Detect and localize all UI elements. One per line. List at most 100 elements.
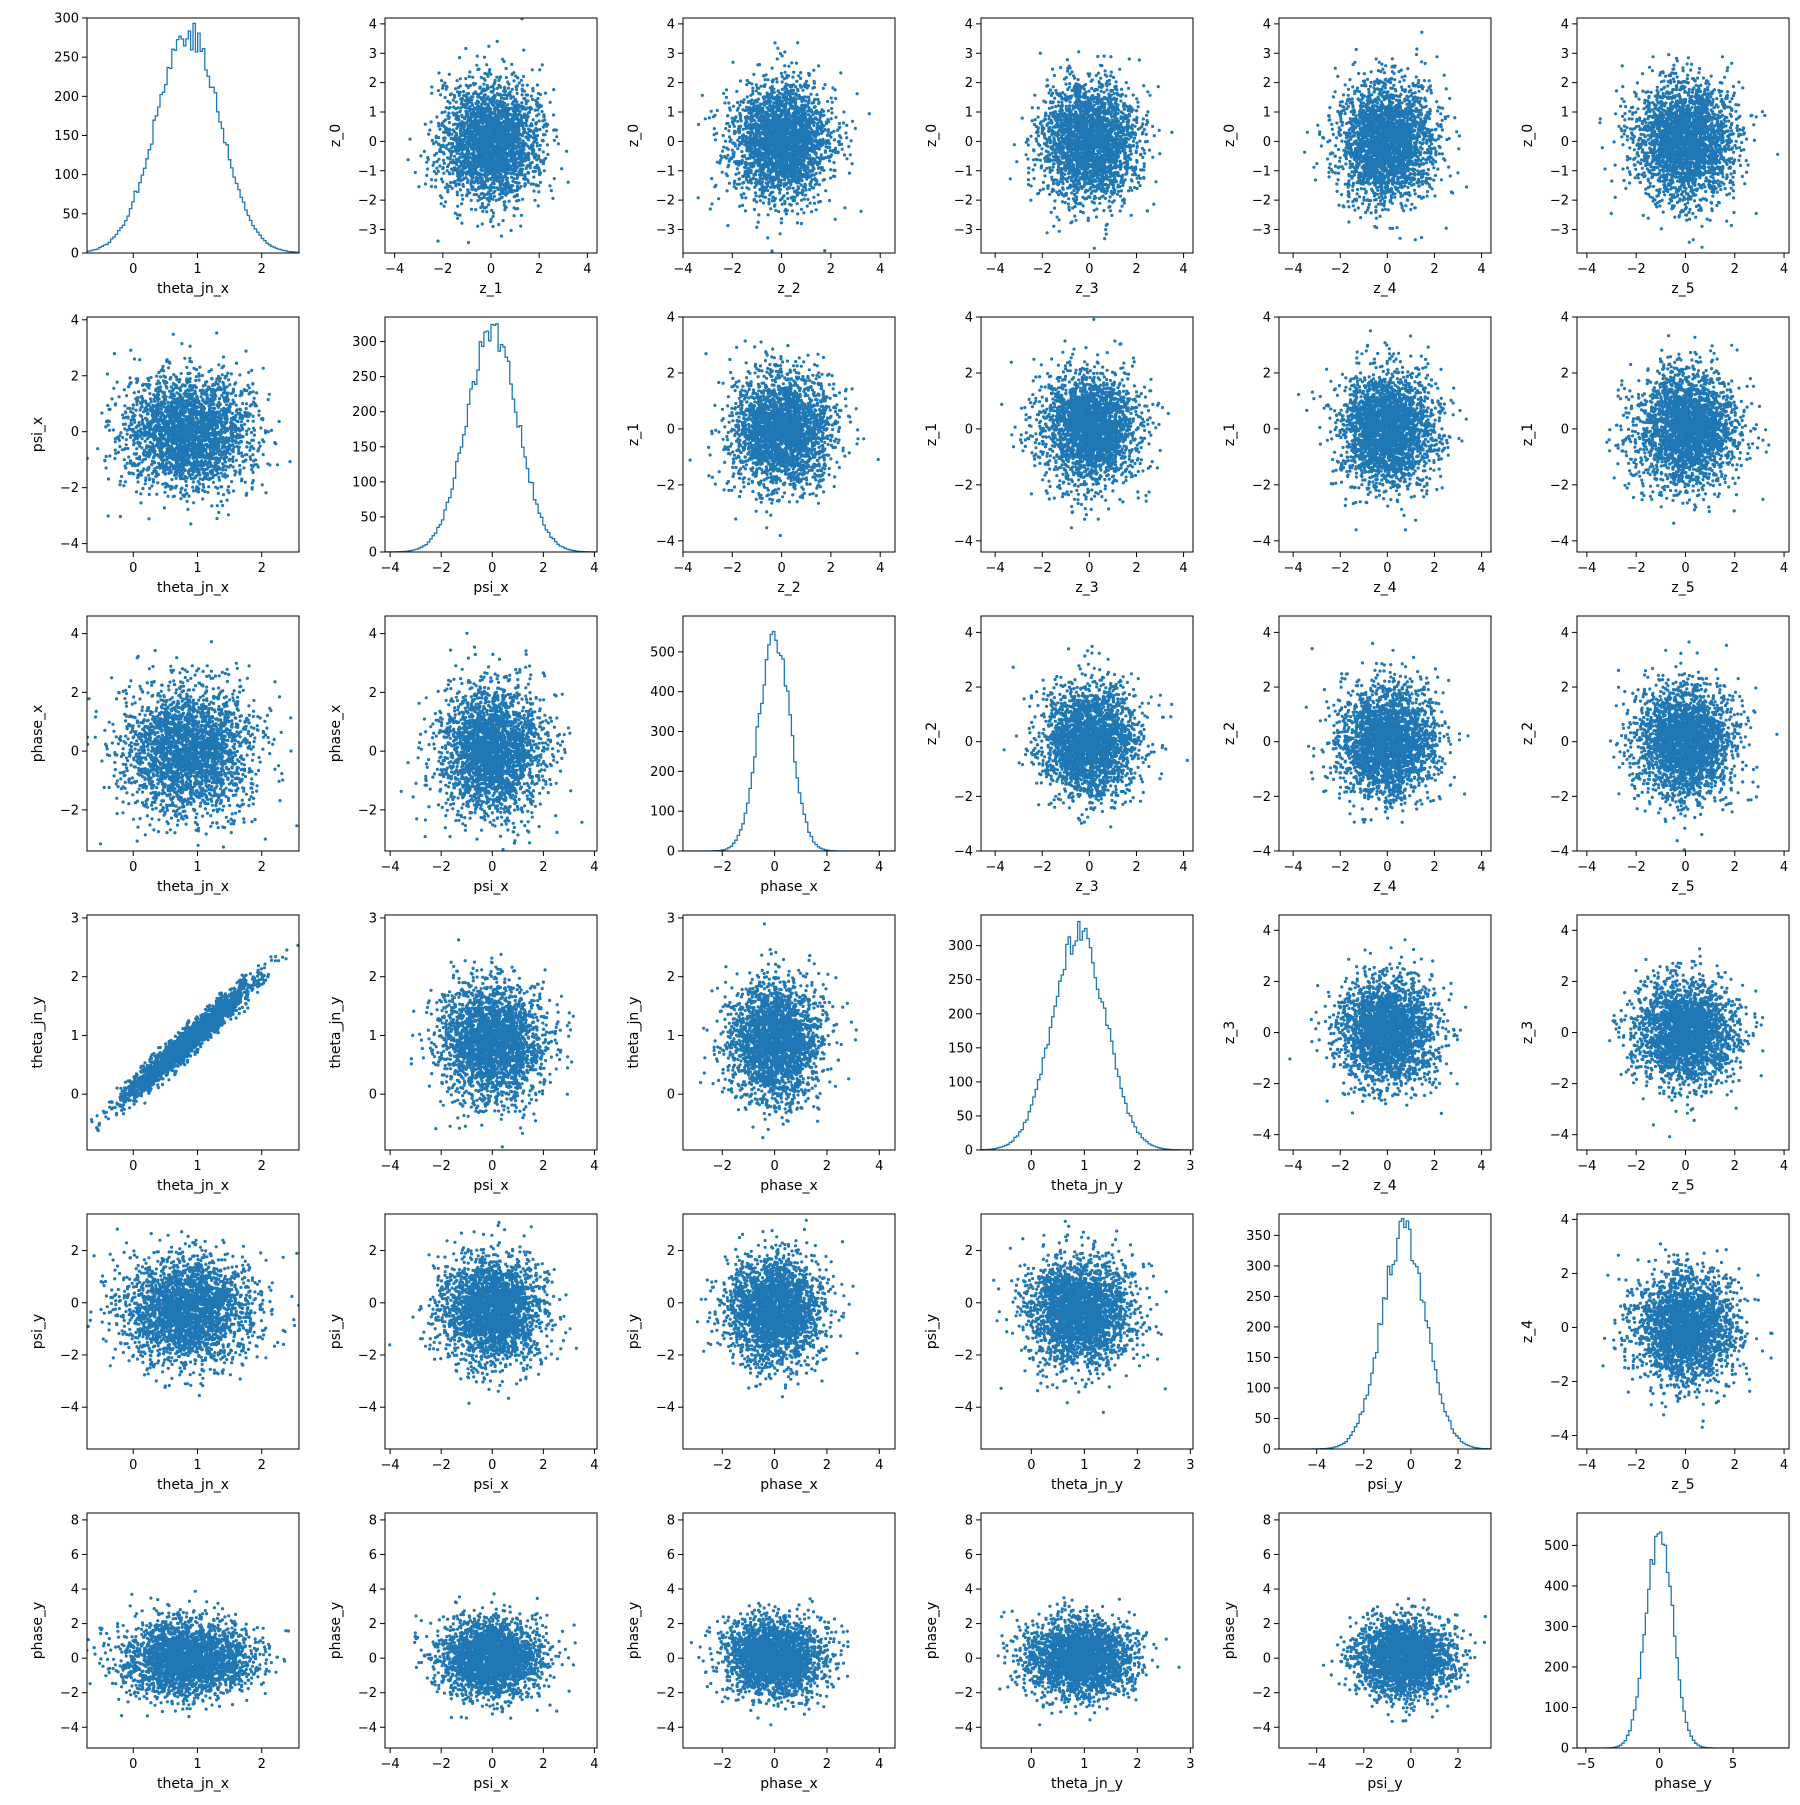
scatter-point xyxy=(440,178,443,181)
scatter-point xyxy=(533,199,536,202)
scatter-point xyxy=(816,98,819,101)
scatter-point xyxy=(801,193,804,196)
scatter-point xyxy=(490,209,493,212)
scatter-point xyxy=(496,168,499,171)
scatter-point xyxy=(832,161,835,164)
scatter-point xyxy=(817,193,820,196)
scatter-point xyxy=(535,184,538,187)
scatter-point xyxy=(524,108,527,111)
scatter-point xyxy=(739,117,742,120)
scatter-point xyxy=(425,174,428,177)
scatter-point xyxy=(783,178,786,181)
scatter-point xyxy=(478,131,481,134)
scatter-point xyxy=(496,99,499,102)
panel-plot-area xyxy=(407,17,570,244)
scatter-point xyxy=(765,106,768,109)
scatter-point xyxy=(738,177,741,180)
scatter-point xyxy=(808,120,811,123)
scatter-point xyxy=(816,122,819,125)
scatter-point xyxy=(741,182,744,185)
scatter-point xyxy=(822,87,825,90)
scatter-point xyxy=(780,179,783,182)
scatter-point xyxy=(800,199,803,202)
x-tick-label: 1 xyxy=(193,262,201,277)
scatter-point xyxy=(468,134,471,137)
scatter-point xyxy=(466,188,469,191)
scatter-point xyxy=(748,148,751,151)
scatter-point xyxy=(452,105,455,108)
scatter-point xyxy=(539,144,542,147)
scatter-point xyxy=(448,73,451,76)
scatter-point xyxy=(838,134,841,137)
scatter-point xyxy=(515,88,518,91)
scatter-point xyxy=(520,117,523,120)
scatter-point xyxy=(498,85,501,88)
scatter-point xyxy=(449,181,452,184)
scatter-point xyxy=(525,124,528,127)
scatter-point xyxy=(851,120,854,123)
scatter-point xyxy=(486,120,489,123)
scatter-point xyxy=(435,167,438,170)
scatter-point xyxy=(459,214,462,217)
scatter-point xyxy=(796,212,799,215)
scatter-point xyxy=(803,198,806,201)
scatter-point xyxy=(860,210,863,213)
scatter-point xyxy=(527,138,530,141)
scatter-point xyxy=(500,129,503,132)
scatter-point xyxy=(476,105,479,108)
scatter-point xyxy=(522,139,525,142)
scatter-point xyxy=(750,102,753,105)
scatter-point xyxy=(726,189,729,192)
scatter-point xyxy=(513,125,516,128)
scatter-point xyxy=(771,196,774,199)
scatter-point xyxy=(560,167,563,170)
scatter-point xyxy=(522,49,525,52)
scatter-point xyxy=(473,193,476,196)
scatter-point xyxy=(483,196,486,199)
scatter-point xyxy=(505,108,508,111)
scatter-point xyxy=(520,79,523,82)
scatter-point xyxy=(492,166,495,169)
scatter-point xyxy=(475,176,478,179)
scatter-point xyxy=(474,90,477,93)
scatter-point xyxy=(526,172,529,175)
scatter-point xyxy=(408,138,411,141)
scatter-point xyxy=(771,135,774,138)
scatter-point xyxy=(824,149,827,152)
scatter-point xyxy=(816,128,819,131)
scatter-point xyxy=(510,229,513,232)
scatter-point xyxy=(765,135,768,138)
scatter-point xyxy=(538,148,541,151)
scatter-point xyxy=(509,90,512,93)
scatter-point xyxy=(438,128,441,131)
scatter-point xyxy=(483,77,486,80)
scatter-point xyxy=(759,199,762,202)
scatter-point xyxy=(522,75,525,78)
scatter-point xyxy=(826,100,829,103)
scatter-point xyxy=(786,187,789,190)
scatter-point xyxy=(467,107,470,110)
scatter-point xyxy=(500,94,503,97)
scatter-point xyxy=(838,122,841,125)
scatter-point xyxy=(726,114,729,117)
scatter-point xyxy=(519,173,522,176)
scatter-point xyxy=(545,130,548,133)
scatter-point xyxy=(491,225,494,228)
scatter-point xyxy=(826,118,829,121)
scatter-point xyxy=(470,199,473,202)
scatter-point xyxy=(794,196,797,199)
scatter-point xyxy=(845,157,848,160)
scatter-point xyxy=(505,155,508,158)
scatter-point xyxy=(492,153,495,156)
scatter-point xyxy=(757,164,760,167)
scatter-point xyxy=(473,142,476,145)
scatter-point xyxy=(831,101,834,104)
scatter-point xyxy=(443,125,446,128)
scatter-point xyxy=(740,193,743,196)
scatter-point xyxy=(471,76,474,79)
scatter-point xyxy=(812,158,815,161)
scatter-point xyxy=(492,211,495,214)
scatter-point xyxy=(826,134,829,137)
scatter-point xyxy=(842,110,845,113)
scatter-point xyxy=(795,62,798,65)
